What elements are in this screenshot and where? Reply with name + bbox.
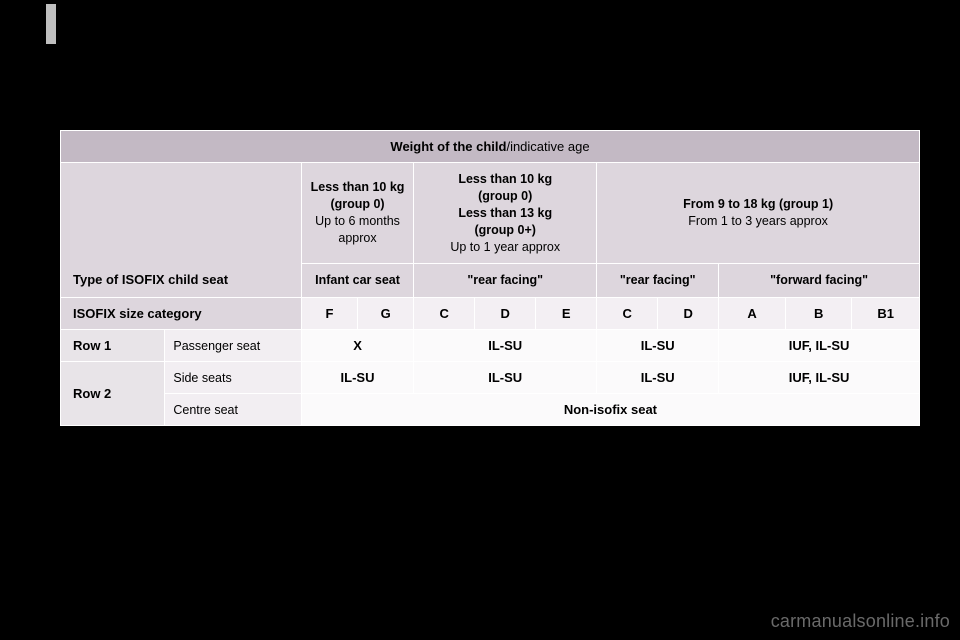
type-col-0: Infant car seat — [301, 264, 413, 298]
row2-centre-val: Non-isofix seat — [301, 394, 919, 426]
row2s-v0: IL-SU — [301, 362, 413, 394]
row2-side: Row 2 Side seats IL-SU IL-SU IL-SU IUF, … — [61, 362, 920, 394]
weight-group-0: Less than 10 kg (group 0) Up to 6 months… — [301, 163, 413, 264]
size-c9: B1 — [852, 298, 920, 330]
page-tab-marker — [46, 4, 56, 44]
wg1-b0: Less than 10 kg — [458, 172, 552, 186]
watermark-text: carmanualsonline.info — [771, 611, 950, 632]
row2s-v2: IL-SU — [597, 362, 719, 394]
size-c2: C — [414, 298, 475, 330]
row2-centre-label: Centre seat — [165, 394, 301, 426]
size-c1: G — [358, 298, 414, 330]
wg0-p1: approx — [338, 231, 376, 245]
row1: Row 1 Passenger seat X IL-SU IL-SU IUF, … — [61, 330, 920, 362]
header-cell: Weight of the child/indicative age — [61, 131, 920, 163]
size-c3: D — [475, 298, 536, 330]
size-row: ISOFIX size category F G C D E C D A B B… — [61, 298, 920, 330]
row2-side-label: Side seats — [165, 362, 301, 394]
row1-v0: X — [301, 330, 413, 362]
size-c7: A — [719, 298, 786, 330]
row2-label: Row 2 — [61, 362, 165, 426]
wg1-b3: (group 0+) — [474, 223, 535, 237]
isofix-table-container: Weight of the child/indicative age Type … — [60, 130, 920, 426]
wg0-b1: (group 0) — [330, 197, 384, 211]
weight-group-2: From 9 to 18 kg (group 1) From 1 to 3 ye… — [597, 163, 920, 264]
wg2-p0: From 1 to 3 years approx — [688, 214, 828, 228]
size-c6: D — [658, 298, 719, 330]
size-c8: B — [785, 298, 852, 330]
row2s-v1: IL-SU — [414, 362, 597, 394]
wg2-b0: From 9 to 18 kg (group 1) — [683, 197, 833, 211]
size-c0: F — [301, 298, 357, 330]
header-bold: Weight of the child — [390, 139, 506, 154]
wg0-p0: Up to 6 months — [315, 214, 400, 228]
isofix-table: Weight of the child/indicative age Type … — [60, 130, 920, 426]
type-label: Type of ISOFIX child seat — [73, 272, 228, 287]
type-col-1: "rear facing" — [414, 264, 597, 298]
size-c4: E — [536, 298, 597, 330]
wg0-b0: Less than 10 kg — [311, 180, 405, 194]
weight-row: Type of ISOFIX child seat Less than 10 k… — [61, 163, 920, 264]
row1-sub: Passenger seat — [165, 330, 301, 362]
wg1-p0: Up to 1 year approx — [450, 240, 560, 254]
wg1-b2: Less than 13 kg — [458, 206, 552, 220]
wg1-b1: (group 0) — [478, 189, 532, 203]
header-row: Weight of the child/indicative age — [61, 131, 920, 163]
row1-v3: IUF, IL-SU — [719, 330, 920, 362]
size-c5: C — [597, 298, 658, 330]
row1-v1: IL-SU — [414, 330, 597, 362]
row1-v2: IL-SU — [597, 330, 719, 362]
row2s-v3: IUF, IL-SU — [719, 362, 920, 394]
type-col-3: "forward facing" — [719, 264, 920, 298]
type-col-2: "rear facing" — [597, 264, 719, 298]
type-label-cell: Type of ISOFIX child seat — [61, 163, 302, 298]
size-label: ISOFIX size category — [61, 298, 302, 330]
header-rest: /indicative age — [506, 139, 589, 154]
row2-centre: Centre seat Non-isofix seat — [61, 394, 920, 426]
weight-group-1: Less than 10 kg (group 0) Less than 13 k… — [414, 163, 597, 264]
row1-label: Row 1 — [61, 330, 165, 362]
